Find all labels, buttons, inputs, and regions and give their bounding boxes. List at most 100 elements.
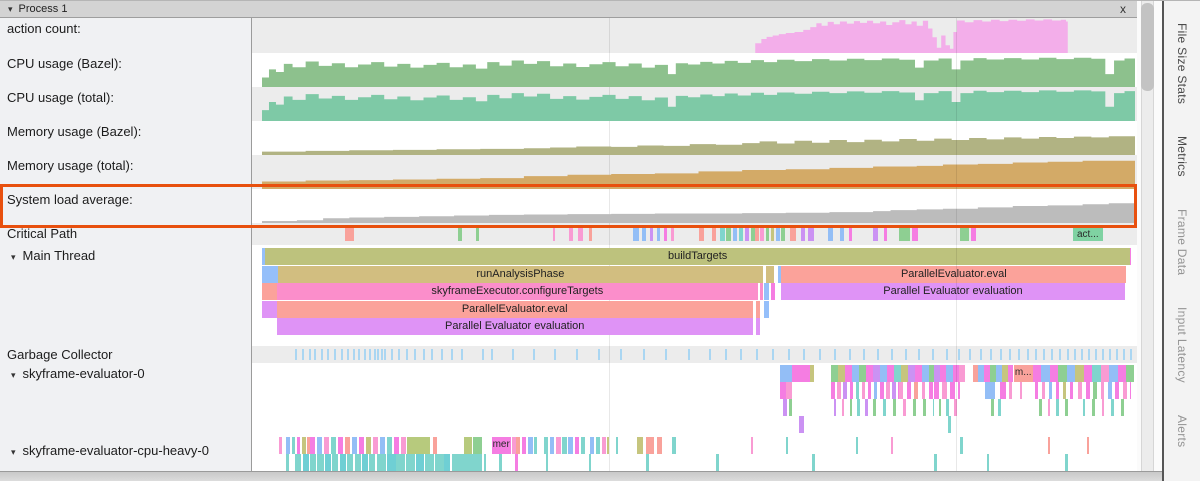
- trace-event[interactable]: [903, 399, 907, 416]
- flame-segment[interactable]: [763, 283, 770, 300]
- vertical-scrollbar-track[interactable]: [1141, 1, 1154, 471]
- trace-event[interactable]: [940, 365, 947, 382]
- gc-tick[interactable]: [346, 349, 349, 360]
- trace-event[interactable]: [1048, 382, 1053, 399]
- trace-event[interactable]: [880, 382, 884, 399]
- gc-tick[interactable]: [979, 349, 982, 360]
- gc-tick[interactable]: [1066, 349, 1069, 360]
- gc-tick[interactable]: [576, 349, 579, 360]
- system-load-chart[interactable]: [252, 189, 1137, 223]
- trace-event[interactable]: [351, 437, 358, 454]
- close-icon[interactable]: x: [1120, 2, 1126, 16]
- trace-event[interactable]: [811, 454, 815, 471]
- gc-tick[interactable]: [598, 349, 601, 360]
- gc-tick[interactable]: [642, 349, 645, 360]
- trace-event[interactable]: [1065, 454, 1068, 471]
- trace-event[interactable]: [997, 399, 1001, 416]
- trace-event[interactable]: [833, 399, 837, 416]
- event-badge[interactable]: m...: [1013, 365, 1033, 382]
- trace-event[interactable]: [990, 399, 994, 416]
- trace-event[interactable]: [452, 454, 482, 471]
- trace-event[interactable]: [783, 399, 787, 416]
- cpu-total-chart[interactable]: [252, 87, 1137, 121]
- trace-event[interactable]: [379, 437, 386, 454]
- expander-triangle-icon[interactable]: ▾: [11, 252, 16, 262]
- trace-event[interactable]: [286, 454, 290, 471]
- trace-event[interactable]: [310, 437, 316, 454]
- trace-event[interactable]: [942, 382, 948, 399]
- trace-event[interactable]: [344, 227, 354, 241]
- trace-event[interactable]: [347, 454, 354, 471]
- gc-tick[interactable]: [352, 349, 355, 360]
- trace-event[interactable]: [1117, 365, 1126, 382]
- trace-event[interactable]: [934, 365, 941, 382]
- trace-event[interactable]: [302, 454, 309, 471]
- trace-event[interactable]: [901, 365, 908, 382]
- trace-event[interactable]: [656, 437, 662, 454]
- trace-event[interactable]: [755, 227, 759, 241]
- flame-segment[interactable]: [262, 283, 277, 300]
- trace-event[interactable]: [323, 437, 330, 454]
- trace-event[interactable]: [433, 437, 438, 454]
- flame-segment[interactable]: [765, 265, 775, 283]
- trace-event[interactable]: [726, 227, 731, 241]
- gc-tick[interactable]: [1087, 349, 1090, 360]
- gc-tick[interactable]: [946, 349, 949, 360]
- trace-event[interactable]: [1100, 382, 1105, 399]
- gc-tick[interactable]: [373, 349, 376, 360]
- trace-event[interactable]: [848, 227, 853, 241]
- trace-event[interactable]: [999, 382, 1006, 399]
- gc-tick[interactable]: [314, 349, 317, 360]
- trace-event[interactable]: [849, 399, 853, 416]
- gc-tick[interactable]: [771, 349, 774, 360]
- trace-event[interactable]: [873, 227, 879, 241]
- trace-event[interactable]: [1078, 382, 1083, 399]
- gc-tick[interactable]: [295, 349, 298, 360]
- trace-event[interactable]: [522, 437, 526, 454]
- flame-event[interactable]: ParallelEvaluator.eval: [781, 265, 1127, 283]
- trace-event[interactable]: [845, 365, 853, 382]
- trace-event[interactable]: [515, 454, 518, 471]
- main-thread-flame-chart[interactable]: buildTargets runAnalysisPhase ParallelEval…: [252, 245, 1137, 346]
- trace-event[interactable]: [1007, 365, 1014, 382]
- gc-tick[interactable]: [358, 349, 361, 360]
- gc-tick[interactable]: [1115, 349, 1118, 360]
- trace-event[interactable]: [938, 399, 942, 416]
- trace-event[interactable]: [698, 227, 704, 241]
- gc-tick[interactable]: [688, 349, 691, 360]
- trace-event[interactable]: [543, 437, 549, 454]
- gc-tick[interactable]: [665, 349, 668, 360]
- trace-event[interactable]: [908, 365, 915, 382]
- gc-tick[interactable]: [1129, 349, 1132, 360]
- gc-tick[interactable]: [384, 349, 387, 360]
- trace-event[interactable]: [672, 437, 676, 454]
- trace-event[interactable]: [883, 227, 888, 241]
- trace-event[interactable]: [873, 399, 877, 416]
- trace-event[interactable]: [912, 227, 919, 241]
- trace-event[interactable]: [1038, 399, 1042, 416]
- trace-event[interactable]: [607, 437, 609, 454]
- trace-event[interactable]: [855, 437, 859, 454]
- gc-tick[interactable]: [818, 349, 821, 360]
- trace-event[interactable]: [720, 227, 725, 241]
- gc-tick[interactable]: [1051, 349, 1054, 360]
- gc-tick[interactable]: [450, 349, 453, 360]
- trace-event[interactable]: [960, 227, 970, 241]
- memory-bazel-chart[interactable]: [252, 121, 1137, 155]
- trace-event[interactable]: [396, 454, 406, 471]
- gc-tick[interactable]: [532, 349, 535, 360]
- trace-event[interactable]: [893, 399, 897, 416]
- trace-event[interactable]: [646, 454, 649, 471]
- gc-tick[interactable]: [833, 349, 836, 360]
- trace-event[interactable]: [1055, 382, 1060, 399]
- trace-event[interactable]: [838, 365, 846, 382]
- trace-event[interactable]: [867, 382, 872, 399]
- trace-event[interactable]: [986, 454, 990, 471]
- trace-event[interactable]: [928, 382, 933, 399]
- trace-event[interactable]: [310, 454, 317, 471]
- trace-event[interactable]: [324, 454, 331, 471]
- flame-event[interactable]: Parallel Evaluator evaluation: [276, 318, 753, 335]
- trace-event[interactable]: [715, 454, 719, 471]
- trace-event[interactable]: [302, 437, 306, 454]
- trace-event[interactable]: [641, 227, 647, 241]
